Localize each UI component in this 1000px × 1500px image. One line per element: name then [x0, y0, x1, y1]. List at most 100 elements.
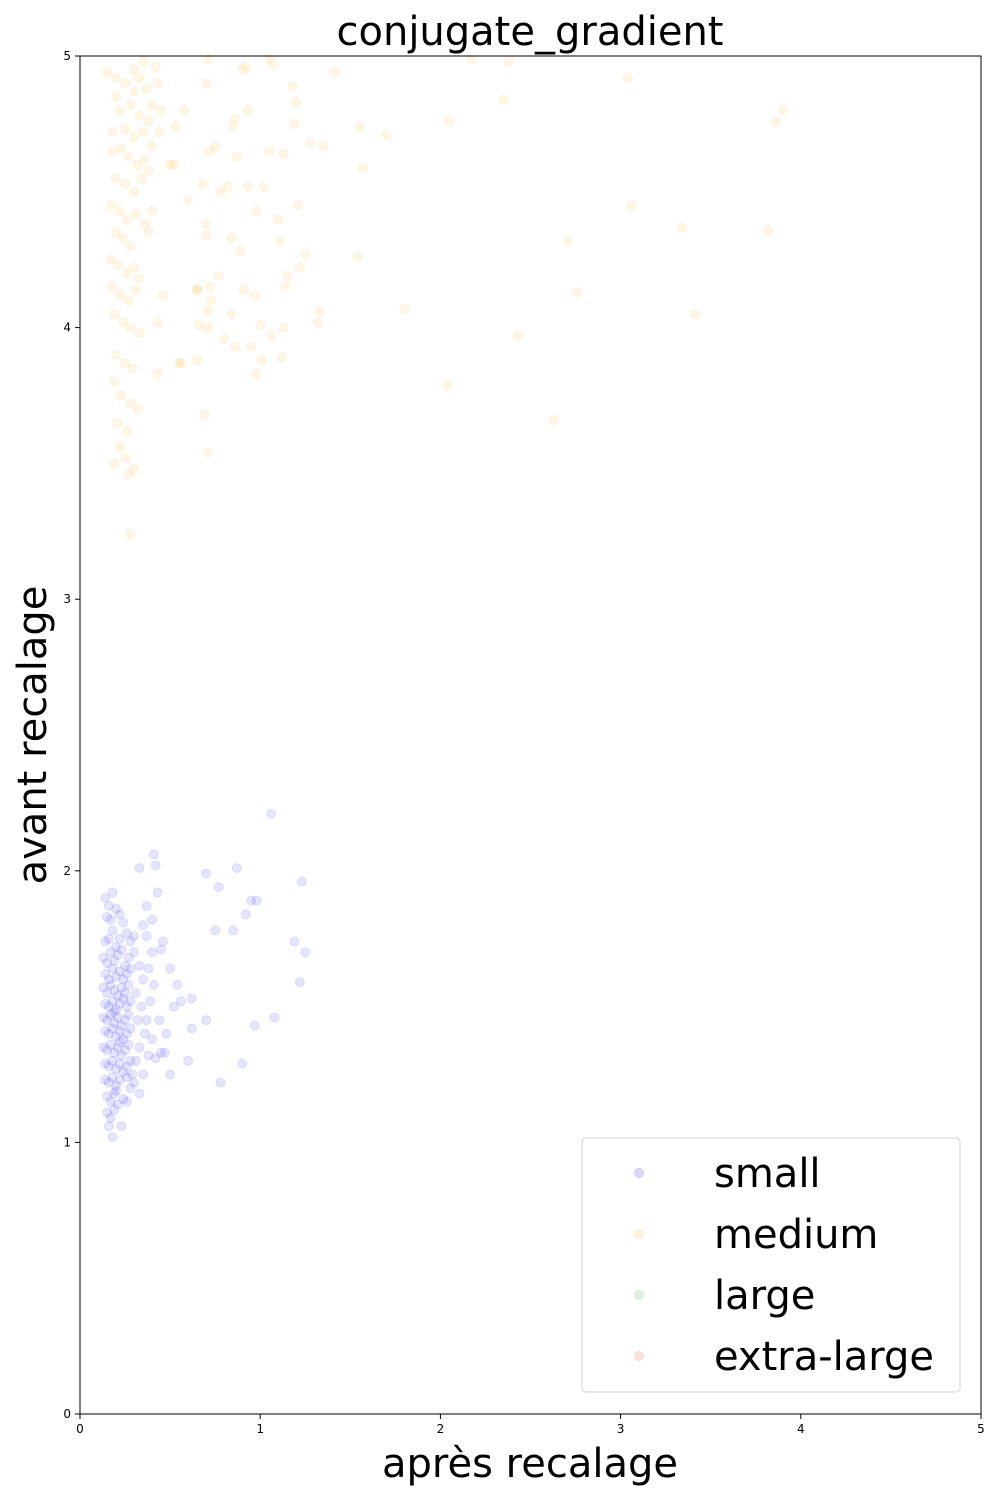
data-point-small [294, 977, 305, 988]
data-point-medium [280, 281, 291, 292]
data-point-medium [123, 469, 134, 480]
data-point-medium [168, 159, 179, 170]
y-axis: 0 1 2 3 4 5 [63, 49, 80, 1421]
data-point-small [141, 1015, 152, 1026]
data-point-medium [219, 333, 230, 344]
data-point-small [150, 860, 161, 871]
data-point-small [249, 1020, 260, 1031]
data-point-medium [107, 127, 118, 138]
data-point-small [109, 985, 120, 996]
data-point-small [269, 1012, 280, 1023]
data-point-small [105, 1009, 116, 1020]
data-point-small [121, 1028, 132, 1039]
data-point-small [111, 1004, 122, 1015]
data-point-small [107, 1072, 118, 1083]
data-point-medium [130, 208, 141, 219]
data-point-medium [107, 146, 118, 157]
data-point-medium [141, 83, 152, 94]
data-point-small [147, 914, 158, 925]
data-point-medium [300, 249, 311, 260]
data-point-small [120, 1015, 131, 1026]
data-point-medium [112, 260, 123, 271]
data-point-small [109, 1017, 120, 1028]
data-point-small [143, 1050, 154, 1061]
data-point-small [98, 1042, 109, 1053]
data-point-medium [157, 290, 168, 301]
data-point-medium [154, 127, 165, 138]
data-point-small [100, 1058, 111, 1069]
data-point-medium [318, 140, 329, 151]
data-point-medium [120, 124, 131, 135]
data-point-small [103, 1077, 114, 1088]
data-point-medium [201, 78, 212, 89]
data-point-medium [127, 363, 138, 374]
data-point-medium [183, 194, 194, 205]
data-point-small [129, 947, 140, 958]
legend-marker-large [634, 1290, 644, 1300]
data-point-medium [134, 273, 145, 284]
data-point-medium [770, 116, 781, 127]
data-point-small [213, 882, 224, 893]
data-point-medium [444, 116, 455, 127]
data-point-small [134, 863, 145, 874]
data-point-medium [206, 295, 217, 306]
data-point-medium [152, 317, 163, 328]
data-point-small [168, 1001, 179, 1012]
data-point-small [156, 1047, 167, 1058]
data-point-small [107, 1023, 118, 1034]
data-point-medium [112, 417, 123, 428]
data-point-medium [329, 67, 340, 78]
data-point-small [109, 955, 120, 966]
data-point-small [114, 909, 125, 920]
points-layer [98, 53, 788, 1142]
data-point-medium [192, 284, 203, 295]
data-point-medium [548, 414, 559, 425]
data-point-medium [242, 105, 253, 116]
data-point-medium [276, 352, 287, 363]
data-point-medium [231, 151, 242, 162]
data-point-medium [242, 181, 253, 192]
data-point-medium [352, 251, 363, 262]
data-point-small [105, 1039, 116, 1050]
data-point-medium [165, 159, 176, 170]
data-point-medium [125, 322, 136, 333]
data-point-small [116, 1050, 127, 1061]
data-point-small [103, 1001, 114, 1012]
data-point-medium [111, 91, 122, 102]
data-point-medium [129, 186, 140, 197]
data-point-small [139, 1028, 150, 1039]
data-point-small [105, 947, 116, 958]
data-point-medium [143, 227, 154, 238]
data-point-small [129, 930, 140, 941]
data-point-small [183, 1055, 194, 1066]
data-point-small [121, 1096, 132, 1107]
data-point-small [114, 998, 125, 1009]
data-point-small [118, 1066, 129, 1077]
data-point-medium [121, 213, 132, 224]
data-point-medium [226, 309, 237, 320]
data-point-medium [381, 129, 392, 140]
data-point-small [138, 920, 149, 931]
data-point-medium [204, 146, 215, 157]
x-axis: 0 1 2 3 4 5 [76, 1414, 985, 1436]
data-point-medium [134, 72, 145, 83]
data-point-small [100, 892, 111, 903]
x-tick-label: 1 [256, 1422, 264, 1436]
data-point-medium [156, 105, 167, 116]
data-point-small [111, 1080, 122, 1091]
legend-box [581, 1137, 961, 1393]
data-point-medium [267, 59, 278, 70]
data-point-medium [143, 116, 154, 127]
data-point-small [125, 996, 136, 1007]
data-point-small [112, 990, 123, 1001]
data-point-medium [143, 165, 154, 176]
data-point-medium [777, 105, 788, 116]
data-point-small [114, 933, 125, 944]
data-point-medium [258, 181, 269, 192]
data-point-small [116, 944, 127, 955]
data-point-small [125, 1083, 136, 1094]
data-point-small [118, 993, 129, 1004]
data-point-small [111, 941, 122, 952]
data-point-small [231, 863, 242, 874]
data-point-medium [229, 341, 240, 352]
